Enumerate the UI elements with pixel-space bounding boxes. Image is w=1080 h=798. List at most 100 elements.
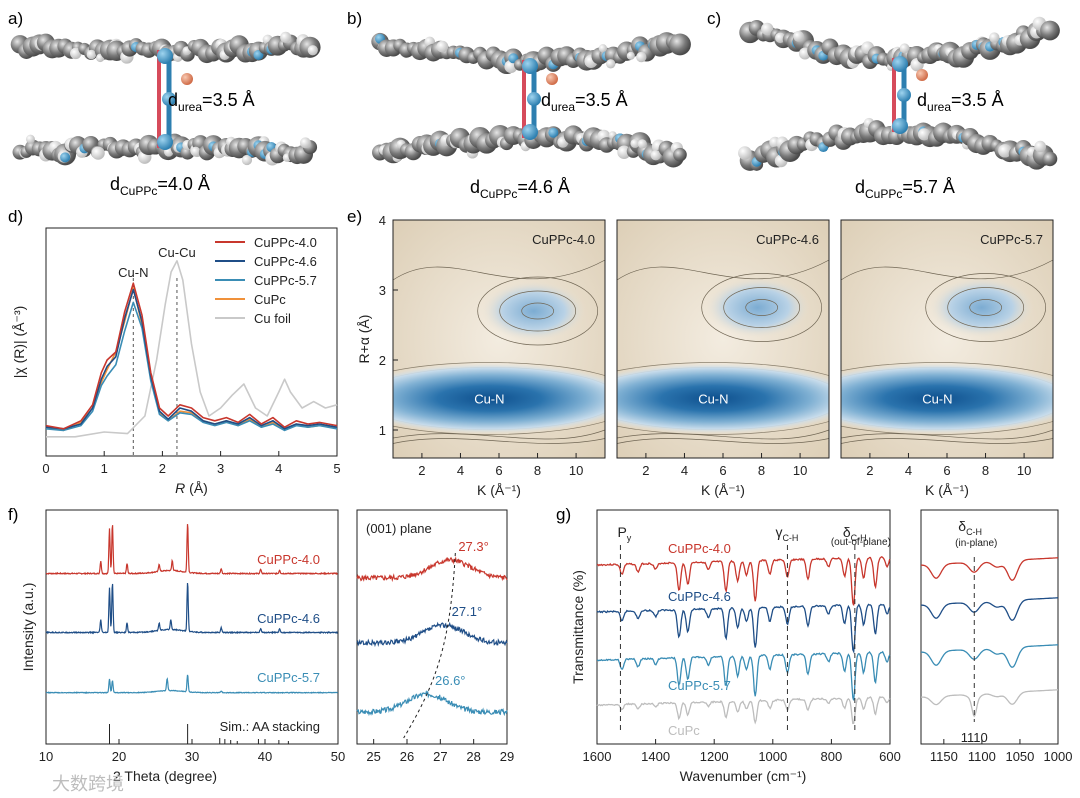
d-urea-label-b: durea=3.5 Å	[541, 90, 628, 114]
x-tick-label: 1	[101, 461, 108, 476]
annotation-note: (out-of-plane)	[831, 537, 891, 548]
map-body	[617, 220, 829, 458]
carbon-atom	[1042, 151, 1058, 167]
series-label: CuPc	[668, 723, 700, 738]
contour-line	[841, 259, 1053, 281]
secondary-peak	[481, 281, 586, 341]
panel-label-d: d)	[8, 207, 23, 226]
urea-nitrogen-atom	[162, 92, 176, 106]
d-cuppc-label-b: dCuPPc=4.6 Å	[470, 177, 570, 201]
hydrogen-atom	[598, 44, 608, 53]
x-tick-label: 2	[866, 463, 873, 478]
y-tick-label: 3	[379, 283, 386, 298]
x-tick-label: 1400	[641, 749, 670, 764]
hydrogen-atom	[91, 146, 105, 160]
y-axis-label: R+α (Å)	[356, 315, 372, 364]
series-label: CuPPc-4.0	[257, 552, 320, 567]
nitrogen-atom	[548, 127, 559, 138]
x-tick-label: 10	[569, 463, 583, 478]
hydrogen-atom	[899, 43, 910, 54]
inset-pattern-CuPPc-5.7	[356, 690, 508, 717]
map-title: CuPPc-4.0	[532, 232, 595, 247]
hydrogen-atom	[1034, 140, 1047, 153]
x-tick-label: 10	[793, 463, 807, 478]
x-tick-label: 8	[534, 463, 541, 478]
inset-ir-spectrum	[921, 557, 1058, 581]
copper-atom	[157, 48, 173, 64]
series-label: CuPPc-5.7	[668, 678, 731, 693]
series-line-Cu foil	[46, 259, 338, 438]
main-peak-cu-n	[393, 362, 605, 435]
map-title: CuPPc-5.7	[980, 232, 1043, 247]
hydrogen-atom	[280, 31, 292, 43]
hydrogen-atom	[307, 45, 318, 56]
series-line-CuPPc-4.6	[45, 288, 338, 430]
x-tick-label: 2	[418, 463, 425, 478]
hydrogen-atom	[636, 51, 647, 63]
legend-label: CuPc	[254, 292, 286, 307]
plot-frame	[920, 509, 1059, 745]
peak-label: Cu-N	[698, 392, 728, 407]
hydrogen-atom	[241, 154, 253, 166]
y-tick-label: 2	[379, 353, 386, 368]
xrd-pattern-CuPPc-4.6	[45, 582, 339, 635]
x-tick-label: 4	[457, 463, 464, 478]
contour-line	[617, 429, 829, 440]
contour-line	[393, 429, 605, 440]
ir-spectrum-CuPPc-5.7	[596, 650, 891, 701]
copper-atom	[522, 58, 538, 74]
x-tick-label: 27	[433, 749, 447, 764]
chart-f-xrd: 10 20 30 40 50 2 Theta (degree) Intensity (a.u…	[20, 509, 345, 784]
chart-e-wavelet: CuPPc-4.0 Cu-N 2 4 6 8 10 K (Å⁻¹) CuPPc-4.6 Cu-N 2…	[356, 213, 1054, 498]
x-tick-label: 1200	[700, 749, 729, 764]
plot-frame	[356, 509, 508, 745]
panel-label-a: a)	[8, 9, 23, 28]
hydrogen-atom	[650, 150, 661, 161]
annotation-label: δC-H	[958, 518, 982, 537]
legend-label: CuPPc-5.7	[254, 273, 317, 288]
plot-frame	[596, 509, 891, 745]
main-peak-cu-n	[617, 362, 829, 435]
contour-line	[947, 287, 1025, 328]
x-tick-label: 800	[821, 749, 843, 764]
annotation-label: Py	[617, 524, 631, 543]
annotation-label: γC-H	[775, 524, 798, 543]
x-tick-label: 50	[331, 749, 345, 764]
panel-label-c: c)	[707, 9, 721, 28]
d-cuppc-label-c: dCuPPc=5.7 Å	[855, 177, 955, 201]
reference-label: Sim.: AA stacking	[220, 719, 320, 734]
hydrogen-atom	[25, 134, 35, 144]
urea-oxygen-atom	[546, 73, 558, 85]
contour-line	[477, 276, 599, 346]
x-tick-label: 10	[1017, 463, 1031, 478]
x-tick-label: 40	[258, 749, 272, 764]
annotation-label: Cu-N	[118, 265, 148, 280]
hydrogen-atom	[637, 139, 647, 149]
panel-label-g: g)	[556, 505, 571, 524]
molecule-structure-c	[738, 16, 1060, 171]
contour-line	[393, 259, 605, 281]
peak-label: Cu-N	[922, 392, 952, 407]
x-tick-label: 25	[366, 749, 380, 764]
chart-d-exafs: 0 1 2 3 4 5 R (Å) |χ (R)| (Å⁻³) Cu-N Cu-Cu CuPPc-4…	[11, 227, 341, 496]
plot-frame	[45, 227, 338, 457]
peak-position-label: 27.3°	[458, 539, 489, 554]
peak-position-label: 26.6°	[435, 673, 466, 688]
contour-line	[745, 299, 779, 316]
d-urea-label-c: durea=3.5 Å	[917, 90, 1004, 114]
annotation-value: 1110	[961, 730, 988, 745]
x-tick-label: 5	[333, 461, 340, 476]
carbon-atom	[673, 147, 687, 162]
x-tick-label: 600	[879, 749, 901, 764]
hydrogen-atom	[738, 146, 752, 160]
series-label: CuPPc-4.6	[257, 611, 320, 626]
x-tick-label: 8	[982, 463, 989, 478]
map-body	[393, 220, 605, 458]
x-tick-label: 6	[719, 463, 726, 478]
x-axis-label: K (Å⁻¹)	[477, 482, 521, 498]
molecule-structure-b	[371, 32, 691, 168]
xrd-pattern-CuPPc-4.0	[45, 524, 339, 576]
series-line-CuPPc-4.0	[45, 282, 338, 430]
hydrogen-atom	[190, 146, 201, 157]
